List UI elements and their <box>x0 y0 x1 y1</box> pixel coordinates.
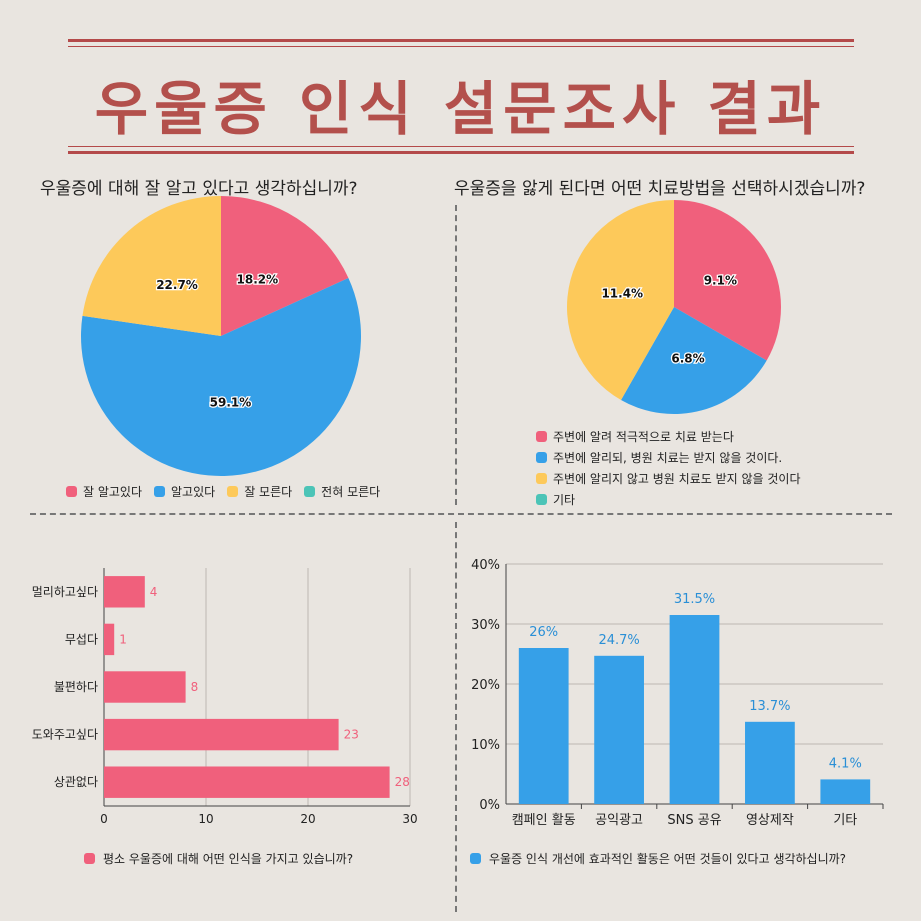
y-tick-label: 40% <box>471 558 500 573</box>
x-tick-label: 30 <box>402 812 417 826</box>
pie1-legend: 잘 알고있다 알고있다 잘 모른다 전혀 모른다 <box>66 483 380 504</box>
y-category-label: 도와주고싶다 <box>32 728 98 742</box>
pie-slice-label: 11.4% <box>601 286 643 300</box>
bar <box>745 721 795 804</box>
pie-slice <box>567 200 674 400</box>
legend-item: 잘 알고있다 <box>66 483 142 500</box>
x-category-label: 공익광고 <box>595 813 643 828</box>
vbar-chart-activities: 0% 10% 20% 30% 40% 26% 캠페인 활동 24.7% 공익광고 31.5% SNS… <box>471 558 884 828</box>
y-category-label: 멀리하고싶다 <box>32 585 98 599</box>
legend-swatch <box>536 431 547 442</box>
pie-chart-awareness: 18.2% 59.1% 22.7% <box>81 196 361 477</box>
legend-label: 알고있다 <box>171 485 216 499</box>
bar-value-label: 24.7% <box>598 633 639 648</box>
bar-value-label: 4 <box>150 585 158 599</box>
legend-swatch <box>536 494 547 505</box>
top-rule-2 <box>68 46 854 47</box>
pie-slice-label: 9.1% <box>704 273 737 287</box>
x-tick-label: 20 <box>300 812 315 826</box>
legend-item: 알고있다 <box>154 483 215 500</box>
pie-slice-label: 6.8% <box>671 352 704 366</box>
legend-item: 주변에 알리되, 병원 치료는 받지 않을 것이다. <box>536 449 801 466</box>
x-category-label: 영상제작 <box>746 813 794 828</box>
pie1-title: 우울증에 대해 잘 알고 있다고 생각하십니까? <box>40 179 358 199</box>
legend-item: 주변에 알려 적극적으로 치료 받는다 <box>536 428 801 445</box>
y-tick-label: 20% <box>471 678 500 693</box>
bar <box>820 779 871 804</box>
y-tick-label: 10% <box>471 738 500 753</box>
bar <box>104 576 145 608</box>
legend-label: 잘 모른다 <box>244 485 293 499</box>
legend-label: 평소 우울증에 대해 어떤 인식을 가지고 있습니까? <box>103 852 354 866</box>
bar <box>594 655 644 804</box>
bar-value-label: 26% <box>529 625 558 640</box>
x-tick-label: 0 <box>100 812 108 826</box>
legend-swatch <box>66 486 77 497</box>
y-category-label: 무섭다 <box>65 632 98 646</box>
top-rule-1 <box>68 39 854 42</box>
bar-value-label: 1 <box>119 632 127 646</box>
divider-horizontal <box>30 513 892 515</box>
pie-slice-label: 22.7% <box>156 278 198 292</box>
x-category-label: 기타 <box>833 813 857 828</box>
bar-value-label: 23 <box>344 728 359 742</box>
hbar-legend: 평소 우울증에 대해 어떤 인식을 가지고 있습니까? <box>84 850 353 867</box>
bar-value-label: 4.1% <box>829 756 862 771</box>
bar-value-label: 13.7% <box>749 699 790 714</box>
legend-item: 잘 모른다 <box>227 483 292 500</box>
legend-swatch <box>227 486 239 497</box>
bar <box>104 718 339 751</box>
pie-slice <box>82 196 221 336</box>
pie2-legend: 주변에 알려 적극적으로 치료 받는다 주변에 알리되, 병원 치료는 받지 않… <box>536 428 801 512</box>
page-title: 우울증 인식 설문조사 결과 <box>94 75 827 143</box>
x-category-label: SNS 공유 <box>667 813 721 828</box>
y-category-label: 상관없다 <box>54 775 98 789</box>
vbar-legend: 우울증 인식 개선에 효과적인 활동은 어떤 것들이 있다고 생각하십니까? <box>470 850 846 867</box>
pie-slice-label: 59.1% <box>210 396 252 410</box>
hbar-chart-perception: 0 10 20 30 멀리하고싶다 4 무섭다 1 불편하다 8 도와주고싶다 23 상관없다 28 <box>32 568 418 826</box>
sub-rule-2 <box>68 151 854 154</box>
legend-label: 전혀 모른다 <box>321 485 381 499</box>
pie-slice <box>674 200 781 361</box>
bar <box>104 766 390 798</box>
bar-value-label: 28 <box>395 775 410 789</box>
x-tick-label: 10 <box>198 812 213 826</box>
pie-slice <box>81 277 361 477</box>
legend-swatch <box>304 486 316 497</box>
y-tick-label: 30% <box>471 618 500 633</box>
sub-rule-1 <box>68 146 854 147</box>
legend-label: 기타 <box>553 493 576 507</box>
bar <box>669 615 720 804</box>
bar-value-label: 31.5% <box>674 592 715 607</box>
legend-label: 우울증 인식 개선에 효과적인 활동은 어떤 것들이 있다고 생각하십니까? <box>489 852 847 866</box>
legend-item: 주변에 알리지 않고 병원 치료도 받지 않을 것이다 <box>536 470 801 487</box>
bar <box>104 623 115 656</box>
legend-swatch <box>154 486 166 497</box>
bar-value-label: 8 <box>191 680 199 694</box>
pie-chart-treatment: 9.1% 6.8% 11.4% <box>567 200 781 414</box>
legend-swatch <box>536 473 547 484</box>
pie2-title: 우울증을 앓게 된다면 어떤 치료방법을 선택하시겠습니까? <box>454 179 866 199</box>
bar <box>518 648 569 804</box>
legend-swatch <box>470 853 481 864</box>
pie-slice <box>621 307 767 414</box>
legend-label: 주변에 알리되, 병원 치료는 받지 않을 것이다. <box>553 451 783 465</box>
legend-label: 주변에 알리지 않고 병원 치료도 받지 않을 것이다 <box>553 472 801 486</box>
y-category-label: 불편하다 <box>54 680 98 694</box>
legend-item: 기타 <box>536 491 801 508</box>
legend-swatch <box>84 853 95 864</box>
legend-label: 주변에 알려 적극적으로 치료 받는다 <box>553 430 734 444</box>
pie-slice-label: 18.2% <box>237 272 279 286</box>
x-category-label: 캠페인 활동 <box>512 813 576 828</box>
legend-label: 잘 알고있다 <box>83 485 143 499</box>
pie-slice <box>221 196 349 336</box>
divider-vertical-bottom <box>455 522 457 912</box>
bar <box>104 671 186 703</box>
divider-vertical-top <box>455 205 457 505</box>
legend-swatch <box>536 452 547 463</box>
y-tick-label: 0% <box>479 798 500 813</box>
legend-item: 전혀 모른다 <box>304 483 380 500</box>
